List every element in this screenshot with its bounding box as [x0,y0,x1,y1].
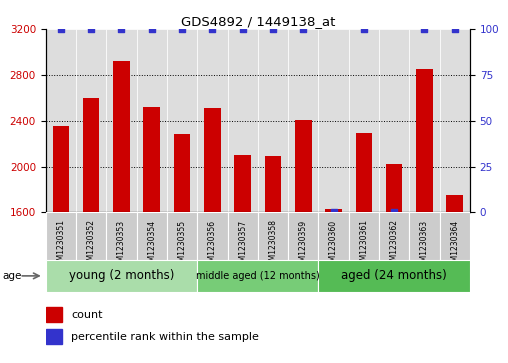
Bar [137,29,167,212]
Bar [409,212,439,260]
Text: GSM1230360: GSM1230360 [329,219,338,270]
Point [360,26,368,32]
Bar [348,29,379,212]
Bar [197,29,228,212]
Text: GSM1230362: GSM1230362 [390,219,399,270]
Bar [386,164,402,363]
Bar [416,69,433,363]
Bar [197,260,319,292]
Bar [409,29,439,212]
Bar [83,98,100,363]
Text: age: age [3,271,22,281]
Point [178,26,186,32]
Bar [46,260,197,292]
Bar [46,329,62,344]
Point [390,209,398,215]
Bar [106,29,137,212]
Bar [137,212,167,260]
Bar [46,212,76,260]
Bar [319,212,348,260]
Text: young (2 months): young (2 months) [69,269,174,282]
Text: GSM1230364: GSM1230364 [450,219,459,270]
Bar [265,156,281,363]
Text: count: count [71,310,103,320]
Point [57,26,65,32]
Point [148,26,156,32]
Bar [439,29,470,212]
Bar [76,29,106,212]
Bar [319,29,348,212]
Text: GSM1230354: GSM1230354 [147,219,156,270]
Bar [379,29,409,212]
Bar [325,209,342,363]
Bar [46,29,76,212]
Bar [288,29,319,212]
Bar [234,155,251,363]
Text: GSM1230361: GSM1230361 [359,219,368,270]
Bar [197,212,228,260]
Point [87,26,95,32]
Bar [113,61,130,363]
Bar [106,212,137,260]
Bar [295,119,311,363]
Title: GDS4892 / 1449138_at: GDS4892 / 1449138_at [181,15,335,28]
Bar [258,29,288,212]
Bar [167,212,197,260]
Bar [204,108,220,363]
Bar [52,126,69,363]
Text: GSM1230356: GSM1230356 [208,219,217,270]
Bar [174,134,190,363]
Bar [348,212,379,260]
Bar [447,195,463,363]
Point [269,26,277,32]
Bar [439,212,470,260]
Bar [258,212,288,260]
Text: GSM1230359: GSM1230359 [299,219,308,270]
Text: GSM1230353: GSM1230353 [117,219,126,270]
Text: GSM1230355: GSM1230355 [178,219,186,270]
Bar [46,307,62,322]
Point [299,26,307,32]
Text: GSM1230358: GSM1230358 [268,219,277,270]
Text: GSM1230352: GSM1230352 [87,219,96,270]
Text: GSM1230351: GSM1230351 [56,219,66,270]
Text: percentile rank within the sample: percentile rank within the sample [71,331,259,342]
Point [451,26,459,32]
Bar [379,212,409,260]
Text: GSM1230363: GSM1230363 [420,219,429,270]
Bar [228,212,258,260]
Point [117,26,125,32]
Text: aged (24 months): aged (24 months) [341,269,447,282]
Bar [143,107,160,363]
Text: GSM1230357: GSM1230357 [238,219,247,270]
Text: middle aged (12 months): middle aged (12 months) [196,271,320,281]
Point [330,209,338,215]
Point [208,26,216,32]
Bar [319,260,470,292]
Point [239,26,247,32]
Point [421,26,429,32]
Bar [288,212,319,260]
Bar [228,29,258,212]
Bar [76,212,106,260]
Bar [356,133,372,363]
Bar [167,29,197,212]
